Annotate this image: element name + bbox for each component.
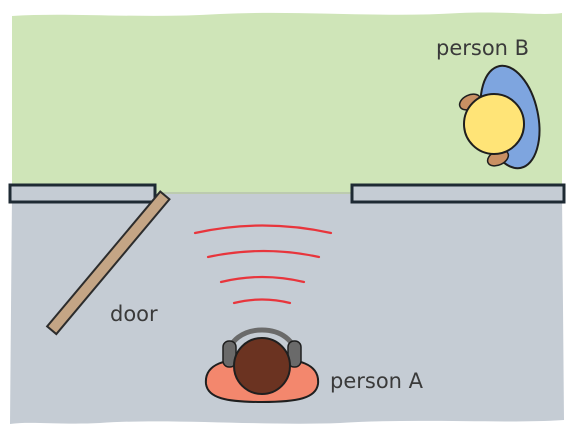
indoor-room (10, 194, 564, 424)
wall-left (8, 183, 157, 204)
sound-wave-4 (193, 224, 333, 235)
sound-wave-3 (206, 249, 321, 259)
sound-wave-2 (219, 275, 306, 284)
person-b (458, 64, 541, 170)
person-b-label: person B (436, 36, 529, 60)
wall-right (350, 183, 566, 204)
outdoor-area (12, 12, 562, 194)
door (45, 190, 171, 336)
sound-wave-1 (232, 298, 292, 305)
person-a (204, 327, 320, 404)
door-label: door (110, 302, 158, 326)
sound-waves-icon (193, 224, 333, 305)
person-a-label: person A (330, 369, 424, 393)
person-b-head (463, 93, 525, 155)
person-a-head (233, 337, 291, 395)
